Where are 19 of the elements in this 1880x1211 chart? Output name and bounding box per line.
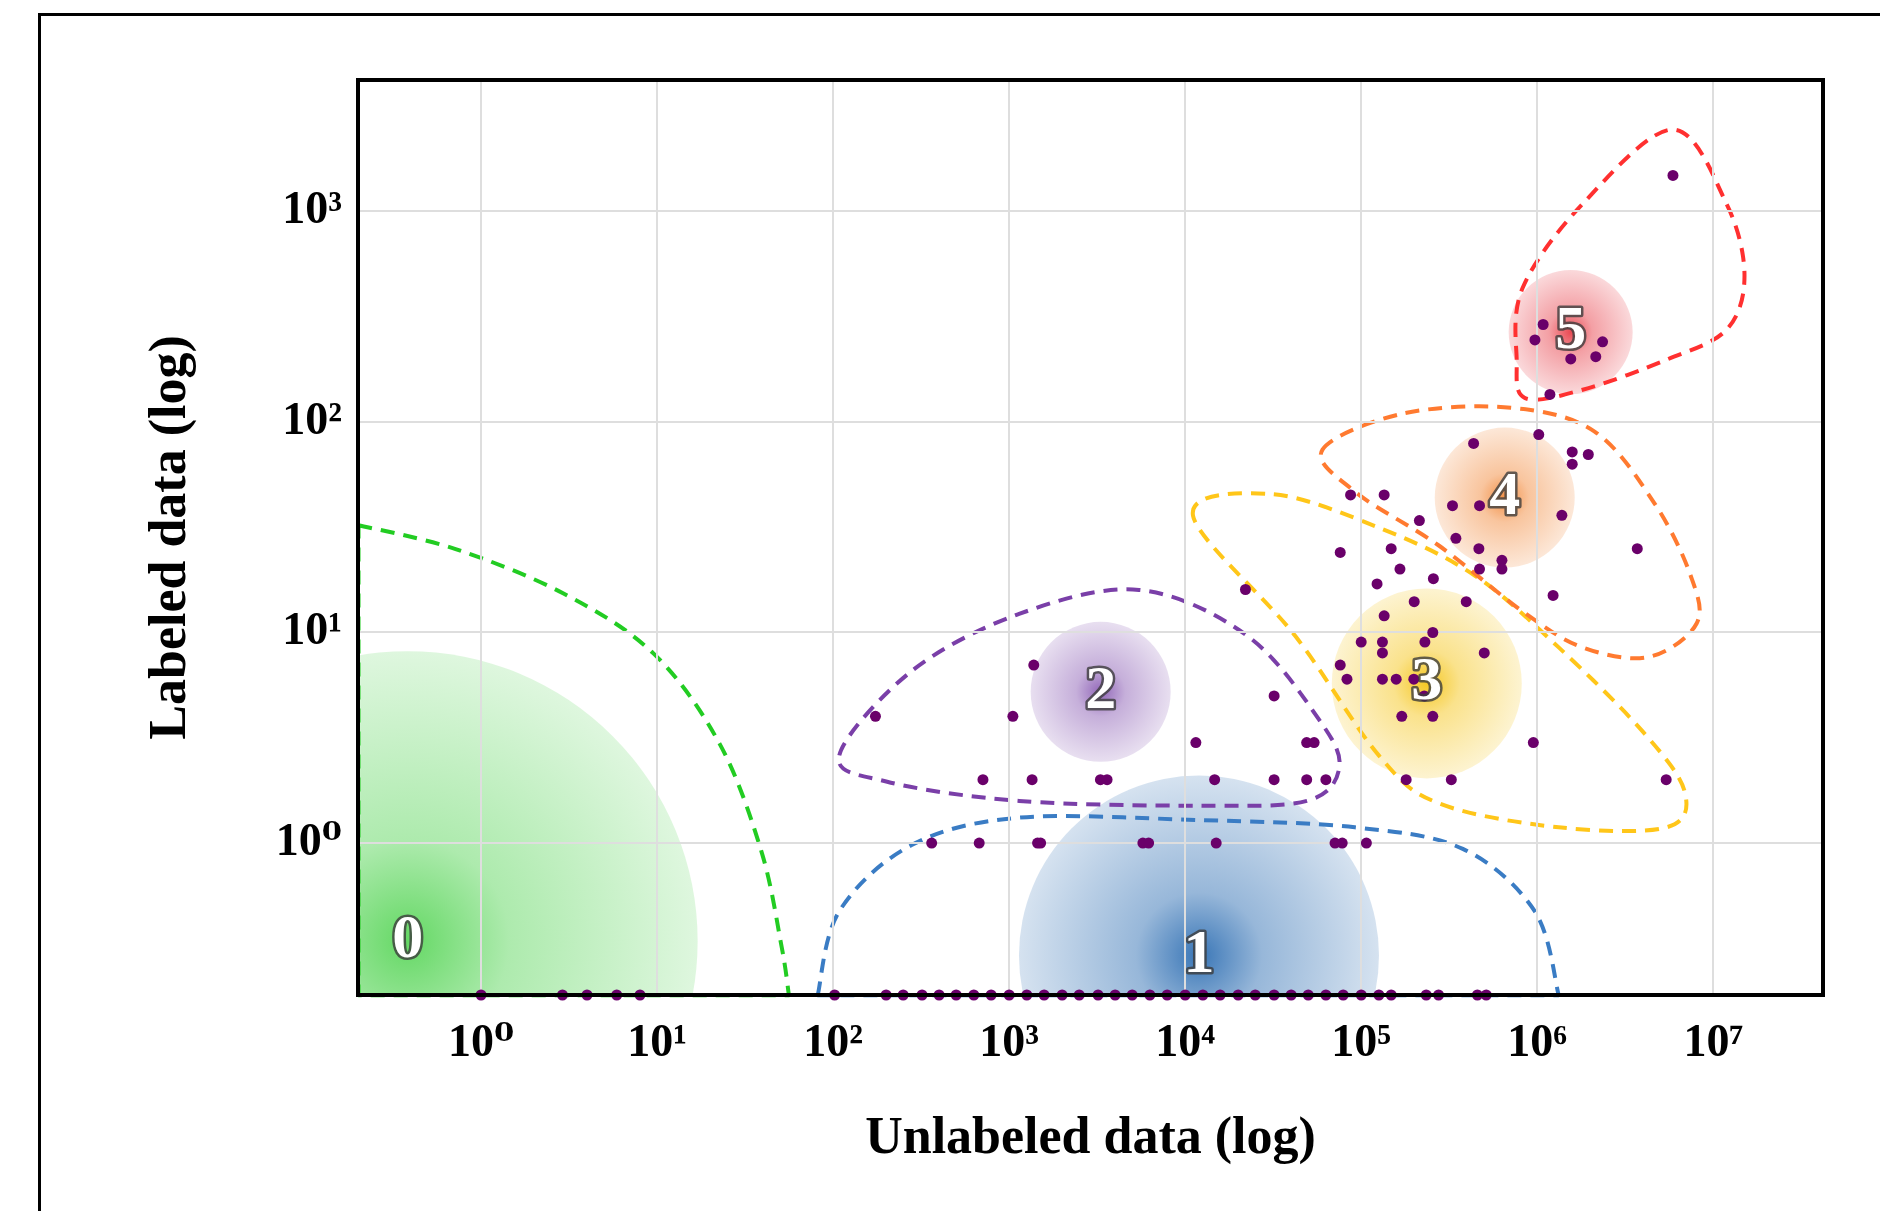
x-tick-label: 10⁷ xyxy=(1683,1015,1744,1067)
annotation: 1 xyxy=(1183,916,1215,985)
y-tick-label: 10¹ xyxy=(282,603,342,655)
x-tick-label: 10² xyxy=(803,1015,864,1067)
x-tick-label: 10⁰ xyxy=(447,1015,515,1067)
annotation: 4 xyxy=(1489,458,1521,527)
annotation: 5 xyxy=(1555,293,1587,362)
x-tick-label: 10⁶ xyxy=(1507,1015,1568,1067)
x-axis-title: Unlabeled data (log) xyxy=(865,1107,1316,1166)
x-tick-label: 10³ xyxy=(979,1015,1040,1067)
x-tick-label: 10¹ xyxy=(627,1015,687,1067)
annotation: 0 xyxy=(392,902,424,971)
y-axis-title: Labeled data (log) xyxy=(138,335,197,740)
x-tick-label: 10⁴ xyxy=(1155,1015,1216,1067)
y-tick-label: 10² xyxy=(282,392,342,444)
y-tick-label: 10³ xyxy=(282,182,342,234)
y-tick-label: 10⁰ xyxy=(275,813,342,865)
annotation: 2 xyxy=(1085,652,1117,721)
x-tick-label: 10⁵ xyxy=(1331,1015,1392,1067)
